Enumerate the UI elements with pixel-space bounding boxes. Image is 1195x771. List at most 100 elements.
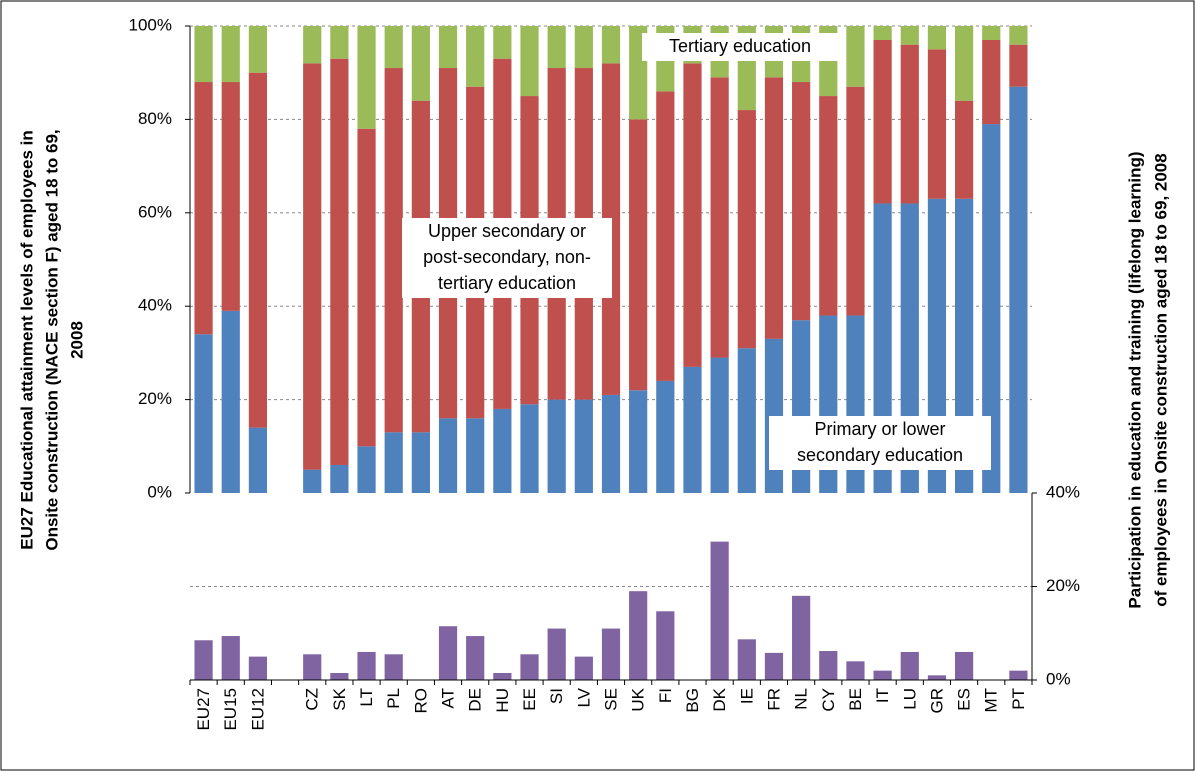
bar-segment [466,26,485,87]
y-tick-label: 20% [138,389,172,408]
bar-segment [629,390,648,493]
y-tick-label: 60% [138,202,172,221]
bar-segment [574,26,593,69]
bar-segment [357,446,376,493]
bar-segment [982,26,1001,41]
bar-segment [330,26,349,59]
bar-segment [520,404,539,493]
bar [601,628,621,680]
bar-segment [411,26,430,101]
x-tick-label: MT [982,688,1001,713]
x-tick-label: EU12 [248,688,267,731]
bar-segment [873,40,892,204]
bar-segment [493,26,512,59]
annotation: post-secondary, non- [423,247,591,267]
bar-segment [846,86,865,316]
annotation: tertiary education [438,273,576,293]
annotation: Primary or lower [814,419,945,439]
x-tick-label: SK [330,687,349,710]
bar [927,675,947,680]
bar [764,652,784,680]
bar [846,661,865,680]
x-tick-label: NL [792,688,811,710]
bar-segment [248,427,268,493]
x-tick-label: AT [439,688,458,708]
bar-segment [927,49,947,199]
annotation: Upper secondary or [428,221,586,241]
x-tick-label: SE [601,688,620,711]
bar-segment [683,366,702,493]
bar [900,651,919,680]
bar-segment [873,26,892,41]
bar-segment [411,432,430,493]
bar-segment [737,348,756,493]
bar-segment [384,68,403,433]
bar [574,656,593,680]
x-tick-label: LU [900,688,919,710]
bar-segment [710,77,729,358]
bar [710,541,729,680]
bar-segment [493,408,512,493]
bar [330,672,349,680]
x-tick-label: LT [357,688,376,707]
bar [303,654,322,680]
bar-segment [194,82,213,335]
x-tick-label: PT [1009,688,1028,710]
x-tick-label: LV [574,687,593,707]
x-tick-label: RO [411,688,430,714]
bar-segment [982,40,1001,125]
x-tick-label: SI [547,688,566,704]
bar-segment [303,26,322,64]
bar-segment [221,310,240,493]
x-tick-label: HU [493,688,512,713]
bar-segment [737,110,756,349]
bar [520,654,539,680]
x-tick-label: EE [520,688,539,711]
y2-axis-label: of employees in Onsite construction aged… [1151,153,1170,606]
bar [547,628,566,680]
y2-tick-label: 20% [1046,576,1080,595]
bar-segment [438,418,458,493]
bar-segment [330,58,349,465]
bar-segment [303,469,322,493]
bar-segment [221,82,240,311]
bar [819,651,838,680]
bar [248,656,268,680]
bar-segment [357,26,376,129]
bar-segment [792,82,811,321]
annotation-box [402,218,612,298]
bar [1009,670,1028,680]
bar [357,651,376,680]
bar-segment [1009,44,1028,87]
x-tick-label: EU15 [221,688,240,731]
bar-segment [194,26,213,83]
bar-segment [384,26,403,69]
y2-axis-label: Participation in education and training … [1125,151,1144,608]
bar-segment [466,418,485,493]
x-tick-label: DK [710,687,729,711]
x-tick-label: EU27 [194,688,213,731]
x-tick-label: FR [764,688,783,711]
bar [954,651,974,680]
bar-segment [629,119,648,391]
bar-segment [574,399,593,493]
bar-segment [357,128,376,447]
bar-segment [927,26,947,50]
x-tick-label: DE [466,688,485,712]
bar [221,636,240,680]
bar-segment [982,124,1001,493]
y-tick-label: 40% [138,296,172,315]
bar-segment [954,100,974,199]
bar-segment [330,464,349,493]
bar [792,595,811,680]
x-tick-label: PL [384,688,403,709]
bar-segment [764,77,784,339]
bar-segment [601,26,621,64]
bar-segment [846,26,865,87]
bar-segment [221,26,240,83]
bar-segment [547,399,566,493]
x-tick-label: BE [846,688,865,711]
bar [194,640,213,680]
bar-segment [248,72,268,428]
